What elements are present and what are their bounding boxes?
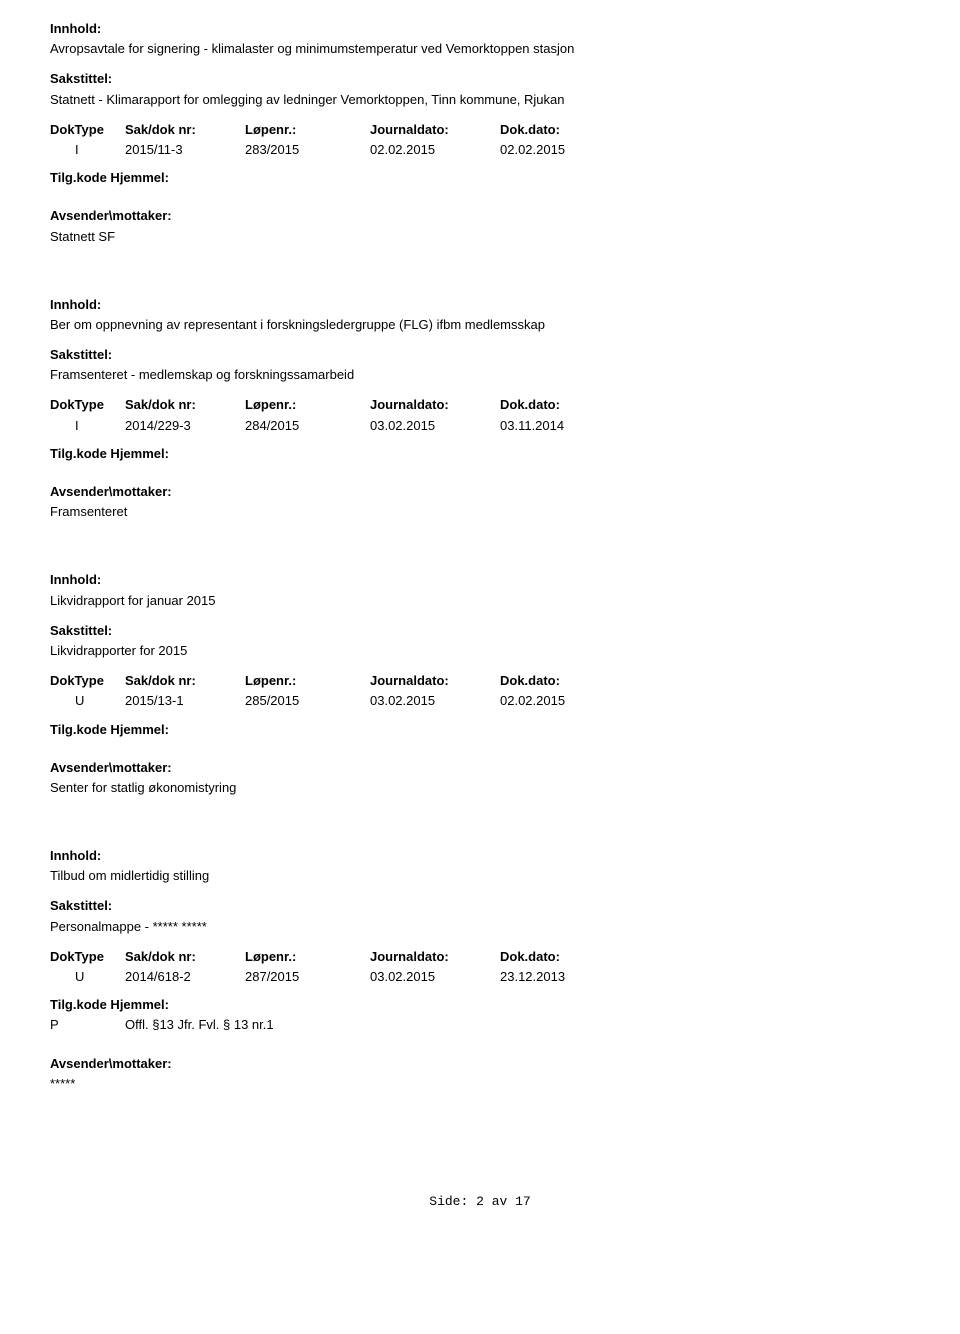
col-header-lopenr: Løpenr.: xyxy=(245,948,370,966)
innhold-value: Avropsavtale for signering - klimalaster… xyxy=(50,40,910,58)
doktype-value: U xyxy=(50,968,125,986)
avsender-value: Senter for statlig økonomistyring xyxy=(50,779,910,797)
table-data-row: I2014/229-3284/201503.02.201503.11.2014 xyxy=(50,417,910,435)
record: Innhold: Ber om oppnevning av representan… xyxy=(50,296,910,522)
record: Innhold: Tilbud om midlertidig stilling Sa… xyxy=(50,847,910,1093)
col-header-sakdok: Sak/dok nr: xyxy=(125,121,245,139)
sakstittel-value: Likvidrapporter for 2015 xyxy=(50,642,910,660)
sakstittel-label: Sakstittel: xyxy=(50,622,910,640)
lopenr-value: 283/2015 xyxy=(245,141,370,159)
col-header-journaldato: Journaldato: xyxy=(370,948,500,966)
col-header-doktype: DokType xyxy=(50,121,125,139)
sakdoknr-value: 2014/618-2 xyxy=(125,968,245,986)
table-header-row: DokTypeSak/dok nr:Løpenr.:Journaldato:Do… xyxy=(50,948,910,966)
innhold-value: Ber om oppnevning av representant i fors… xyxy=(50,316,910,334)
col-header-doktype: DokType xyxy=(50,396,125,414)
page-number: Side: 2 av 17 xyxy=(429,1194,530,1209)
records-container: Innhold: Avropsavtale for signering - kli… xyxy=(50,20,910,1093)
col-header-sakdok: Sak/dok nr: xyxy=(125,396,245,414)
table-data-row: U2014/618-2287/201503.02.201523.12.2013 xyxy=(50,968,910,986)
tilgkode-hjemmel-label: Tilg.kode Hjemmel: xyxy=(50,721,910,739)
col-header-lopenr: Løpenr.: xyxy=(245,672,370,690)
tilgkode-hjemmel-label: Tilg.kode Hjemmel: xyxy=(50,445,910,463)
avsender-value: ***** xyxy=(50,1075,910,1093)
innhold-label: Innhold: xyxy=(50,20,910,38)
col-header-dokdato: Dok.dato: xyxy=(500,121,620,139)
sakstittel-label: Sakstittel: xyxy=(50,70,910,88)
record: Innhold: Avropsavtale for signering - kli… xyxy=(50,20,910,246)
dokdato-value: 02.02.2015 xyxy=(500,692,620,710)
page-footer: Side: 2 av 17 xyxy=(50,1193,910,1211)
col-header-journaldato: Journaldato: xyxy=(370,121,500,139)
innhold-label: Innhold: xyxy=(50,296,910,314)
journaldato-value: 03.02.2015 xyxy=(370,968,500,986)
sakdoknr-value: 2015/13-1 xyxy=(125,692,245,710)
sakstittel-label: Sakstittel: xyxy=(50,897,910,915)
dokdato-value: 23.12.2013 xyxy=(500,968,620,986)
col-header-doktype: DokType xyxy=(50,672,125,690)
tilgkode-hjemmel-label: Tilg.kode Hjemmel: xyxy=(50,996,910,1014)
sakdoknr-value: 2014/229-3 xyxy=(125,417,245,435)
col-header-lopenr: Løpenr.: xyxy=(245,121,370,139)
innhold-label: Innhold: xyxy=(50,571,910,589)
avsender-value: Statnett SF xyxy=(50,228,910,246)
table-data-row: U2015/13-1285/201503.02.201502.02.2015 xyxy=(50,692,910,710)
avsender-label: Avsender\mottaker: xyxy=(50,207,910,225)
record: Innhold: Likvidrapport for januar 2015 Sak… xyxy=(50,571,910,797)
hjemmel-line: POffl. §13 Jfr. Fvl. § 13 nr.1 xyxy=(50,1016,910,1034)
lopenr-value: 284/2015 xyxy=(245,417,370,435)
doktype-value: U xyxy=(50,692,125,710)
hjemmel-code: P xyxy=(50,1016,125,1034)
doktype-value: I xyxy=(50,417,125,435)
sakstittel-value: Personalmappe - ***** ***** xyxy=(50,918,910,936)
innhold-value: Likvidrapport for januar 2015 xyxy=(50,592,910,610)
lopenr-value: 285/2015 xyxy=(245,692,370,710)
doktype-value: I xyxy=(50,141,125,159)
journaldato-value: 02.02.2015 xyxy=(370,141,500,159)
table-header-row: DokTypeSak/dok nr:Løpenr.:Journaldato:Do… xyxy=(50,121,910,139)
col-header-journaldato: Journaldato: xyxy=(370,396,500,414)
lopenr-value: 287/2015 xyxy=(245,968,370,986)
avsender-label: Avsender\mottaker: xyxy=(50,483,910,501)
dokdato-value: 02.02.2015 xyxy=(500,141,620,159)
journaldato-value: 03.02.2015 xyxy=(370,692,500,710)
dokdato-value: 03.11.2014 xyxy=(500,417,620,435)
hjemmel-text: Offl. §13 Jfr. Fvl. § 13 nr.1 xyxy=(125,1017,274,1032)
sakstittel-label: Sakstittel: xyxy=(50,346,910,364)
avsender-label: Avsender\mottaker: xyxy=(50,759,910,777)
sakdoknr-value: 2015/11-3 xyxy=(125,141,245,159)
innhold-label: Innhold: xyxy=(50,847,910,865)
table-data-row: I2015/11-3283/201502.02.201502.02.2015 xyxy=(50,141,910,159)
avsender-value: Framsenteret xyxy=(50,503,910,521)
innhold-value: Tilbud om midlertidig stilling xyxy=(50,867,910,885)
col-header-sakdok: Sak/dok nr: xyxy=(125,948,245,966)
col-header-dokdato: Dok.dato: xyxy=(500,396,620,414)
col-header-doktype: DokType xyxy=(50,948,125,966)
table-header-row: DokTypeSak/dok nr:Løpenr.:Journaldato:Do… xyxy=(50,396,910,414)
col-header-journaldato: Journaldato: xyxy=(370,672,500,690)
journaldato-value: 03.02.2015 xyxy=(370,417,500,435)
col-header-lopenr: Løpenr.: xyxy=(245,396,370,414)
table-header-row: DokTypeSak/dok nr:Løpenr.:Journaldato:Do… xyxy=(50,672,910,690)
avsender-label: Avsender\mottaker: xyxy=(50,1055,910,1073)
sakstittel-value: Framsenteret - medlemskap og forskningss… xyxy=(50,366,910,384)
col-header-dokdato: Dok.dato: xyxy=(500,672,620,690)
sakstittel-value: Statnett - Klimarapport for omlegging av… xyxy=(50,91,910,109)
col-header-sakdok: Sak/dok nr: xyxy=(125,672,245,690)
tilgkode-hjemmel-label: Tilg.kode Hjemmel: xyxy=(50,169,910,187)
col-header-dokdato: Dok.dato: xyxy=(500,948,620,966)
